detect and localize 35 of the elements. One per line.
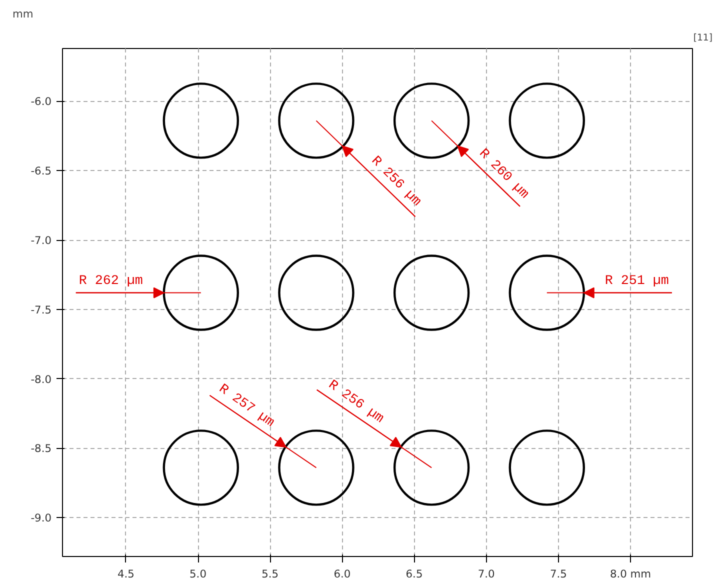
x-tick-label: 7.0 <box>478 568 496 580</box>
point <box>162 430 239 506</box>
y-tick-label: -8.5 <box>30 442 52 456</box>
point <box>393 254 470 331</box>
point <box>162 82 239 159</box>
x-tick-label: 6.5 <box>406 568 423 580</box>
x-tick-label: 7.5 <box>550 568 567 580</box>
y-tick-label: -6.0 <box>30 95 52 108</box>
y-tick-label: -6.5 <box>30 164 52 178</box>
y-tick-label: -7.5 <box>30 303 52 316</box>
x-tick-label: 5.0 <box>190 568 207 580</box>
point <box>278 254 354 331</box>
point <box>278 430 354 506</box>
annotation: R 251 µm <box>604 274 669 289</box>
x-tick-label: 4.5 <box>117 568 134 580</box>
x-tick-label: 8.0 mm <box>610 568 652 580</box>
point <box>508 82 585 159</box>
y-tick-label: -7.0 <box>30 234 52 248</box>
point <box>393 82 470 159</box>
point <box>508 254 585 331</box>
y-tick-label: -8.0 <box>30 372 52 386</box>
annotation: R 260 µm <box>475 146 532 202</box>
x-tick-label: 6.0 <box>334 568 351 580</box>
annotation: R 257 µm <box>216 382 277 431</box>
point <box>393 430 470 506</box>
y-tick-label: -9.0 <box>30 512 52 525</box>
annotation: R 262 µm <box>78 274 143 289</box>
point <box>508 430 585 506</box>
x-tick-label: 5.5 <box>262 568 279 580</box>
point <box>162 254 239 331</box>
text: [11] <box>693 32 713 44</box>
annotation: R 256 µm <box>325 378 386 427</box>
annotation: R 256 µm <box>368 154 424 210</box>
y-axis-title: mm <box>12 8 34 20</box>
point <box>278 82 354 159</box>
